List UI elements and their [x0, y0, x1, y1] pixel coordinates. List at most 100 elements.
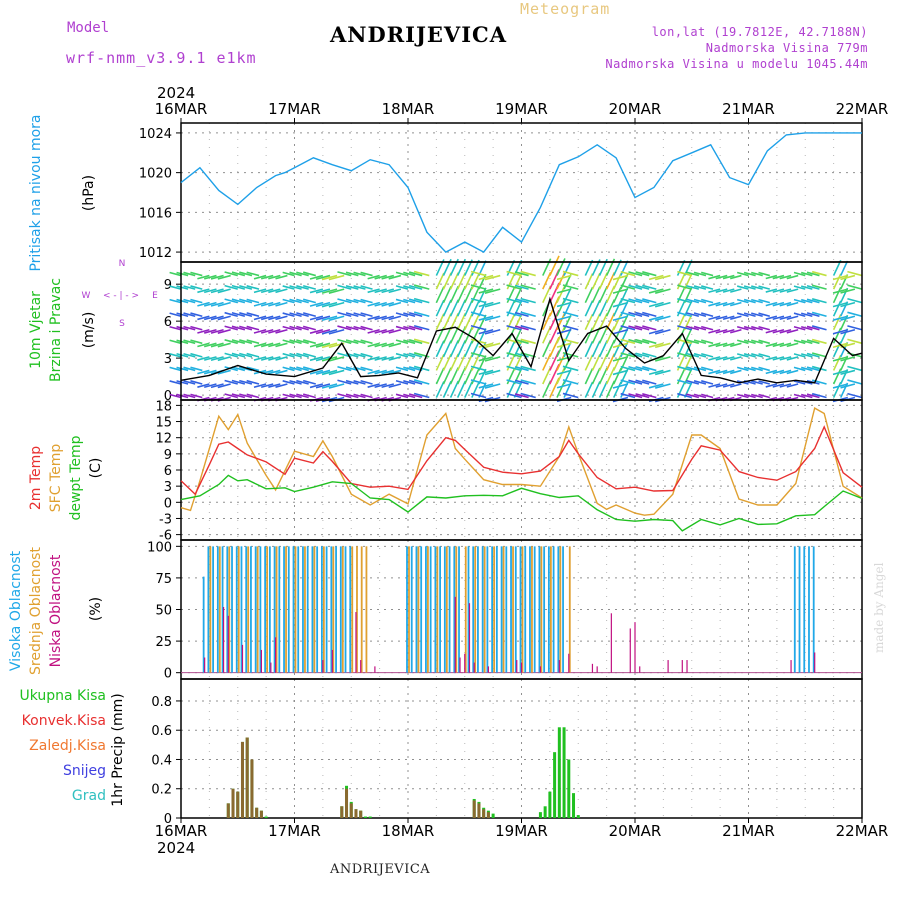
y-tick-label: 50	[155, 604, 172, 619]
wind-arrow	[470, 352, 487, 358]
wind-arrow	[203, 315, 217, 321]
wind-arrow	[176, 312, 189, 317]
wind-arrow	[435, 286, 445, 303]
wind-arrow	[360, 312, 373, 317]
wind-arrow	[367, 356, 380, 361]
wind-arrow	[642, 298, 657, 304]
wind-arrow	[708, 383, 721, 388]
wind-arrow	[282, 352, 295, 358]
wind-arrow	[289, 298, 302, 304]
wind-arrow	[246, 312, 260, 317]
wind-arrow	[654, 369, 671, 376]
wind-arrow	[395, 380, 409, 385]
wind-arrow	[514, 366, 529, 372]
wind-arrow	[395, 298, 409, 304]
wind-arrow	[514, 338, 529, 345]
wind-arrow	[620, 368, 629, 385]
time-label-bottom: 19MAR	[495, 822, 548, 840]
y-tick-label: 6	[164, 315, 172, 330]
wind-arrow	[302, 352, 316, 358]
precip-conv-bar	[340, 806, 344, 818]
wind-arrow	[556, 288, 572, 294]
wind-arrow	[620, 365, 636, 372]
pressure-unit: (hPa)	[81, 175, 97, 211]
wind-arrow	[210, 342, 224, 348]
wind-arrow	[730, 356, 742, 361]
wind-arrow	[832, 273, 842, 290]
wind-arrow	[321, 383, 338, 389]
wind-arrow	[456, 326, 467, 344]
wind-arrow	[832, 259, 842, 276]
wind-arrow	[793, 393, 806, 399]
wind-arrow	[677, 284, 692, 290]
precip-total-bar	[553, 752, 557, 818]
wind-arrow	[282, 380, 295, 385]
wind-arrow	[628, 298, 643, 304]
wind-arrow	[701, 366, 714, 372]
wind-arrow	[628, 284, 643, 290]
wind-arrow	[268, 328, 281, 334]
wind-arrow	[612, 313, 622, 331]
wind-arrow	[289, 339, 302, 345]
wind-arrow	[520, 324, 536, 331]
wind-arrow	[715, 342, 728, 348]
wind-arrow	[374, 274, 387, 280]
wind-arrow	[296, 285, 309, 290]
wind-arrow	[683, 381, 693, 398]
wind-arrow	[591, 367, 601, 385]
wind-arrow	[388, 342, 402, 348]
wind-arrow	[239, 325, 253, 331]
wind-arrow	[321, 288, 338, 294]
wind-arrow	[840, 369, 856, 376]
compass-e: E	[152, 291, 158, 301]
wind-arrow	[562, 311, 579, 317]
wind-arrow	[620, 287, 629, 303]
year-label-top: 2024	[157, 84, 195, 102]
y-tick-label: 0.8	[151, 695, 172, 710]
wind-arrow	[302, 393, 316, 399]
wind-arrow	[260, 328, 274, 334]
wind-arrow	[736, 312, 749, 317]
wind-arrow	[635, 393, 650, 399]
wind-arrow	[743, 285, 756, 290]
precip-conv-bar	[345, 788, 349, 818]
precip-ylabel: 1hr Precip (mm)	[110, 693, 126, 806]
precip-conv-bar	[359, 810, 363, 818]
wind-arrow	[315, 342, 331, 348]
wind-arrow	[676, 341, 686, 358]
time-label-bottom: 21MAR	[722, 822, 775, 840]
wind-arrow	[677, 379, 692, 385]
wind-arrow	[309, 342, 324, 348]
wind-arrow	[751, 285, 763, 290]
wind-arrow	[635, 338, 650, 345]
wind-arrow	[360, 366, 373, 372]
wind-arrow	[683, 259, 693, 276]
wind-arrow	[562, 297, 579, 304]
wind-arrow	[563, 382, 572, 398]
wind-arrow	[701, 339, 714, 345]
wind-arrow	[413, 379, 430, 385]
wind-arrow	[246, 325, 260, 331]
year-label-bottom: 2024	[157, 839, 195, 857]
wind-arrow	[478, 288, 494, 294]
compass-s: S	[119, 319, 125, 329]
wind-arrow	[620, 341, 629, 358]
wind-arrow	[686, 366, 700, 372]
wind-arrow	[231, 311, 246, 317]
wind-arrow	[612, 383, 629, 389]
wind-arrow	[253, 288, 267, 294]
wind-arrow	[435, 272, 445, 290]
wind-arrow	[840, 274, 856, 281]
y-tick-label: 0.4	[151, 753, 172, 768]
y-tick-label: 15	[155, 416, 172, 431]
wind-arrow	[395, 339, 409, 345]
wind-arrow	[239, 379, 253, 385]
wind-arrow	[478, 341, 487, 358]
wind-arrow	[478, 369, 494, 376]
wind-arrow	[337, 298, 352, 304]
precip-conv-bar	[486, 812, 490, 818]
wind-arrow	[677, 298, 692, 304]
wind-arrow	[408, 298, 423, 304]
wind-arrow	[847, 325, 863, 331]
wind-arrow	[413, 392, 430, 399]
